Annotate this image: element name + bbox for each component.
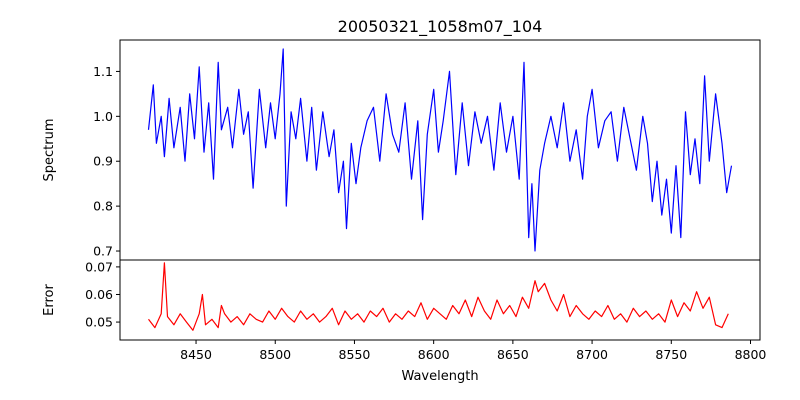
error-panel: 0.05 0.06 0.07 8450 8500 8550 8600 8650 8700 8750…: [42, 259, 766, 384]
error-xtick-label: 8650: [497, 347, 529, 362]
error-xtick-label: 8600: [418, 347, 450, 362]
spectrum-ytick-label: 1.1: [93, 64, 113, 79]
spectrum-ytick-label: 0.7: [93, 244, 113, 259]
error-series-line: [148, 262, 729, 331]
error-axes-frame: [119, 259, 761, 341]
spectrum-ytick-label: 1.0: [93, 109, 113, 124]
error-y-axis-label: Error: [42, 284, 57, 316]
spectrum-series-line: [147, 48, 733, 252]
spectrum-ytick-label: 0.8: [93, 199, 113, 214]
error-ytick-label: 0.07: [85, 259, 113, 274]
error-ytick-label: 0.06: [85, 287, 113, 302]
chart-title: 20050321_1058m07_104: [338, 17, 543, 37]
error-xtick-label: 8750: [655, 347, 687, 362]
error-xtick-label: 8550: [339, 347, 371, 362]
spectrum-ytick-label: 0.9: [93, 154, 113, 169]
error-ytick-label: 0.05: [85, 315, 113, 330]
error-xtick-label: 8500: [259, 347, 291, 362]
error-xtick-label: 8800: [735, 347, 767, 362]
error-xtick-label: 8700: [576, 347, 608, 362]
error-x-axis-label: Wavelength: [401, 369, 478, 384]
spectrum-y-axis-label: Spectrum: [42, 119, 57, 182]
error-xtick-label: 8450: [180, 347, 212, 362]
